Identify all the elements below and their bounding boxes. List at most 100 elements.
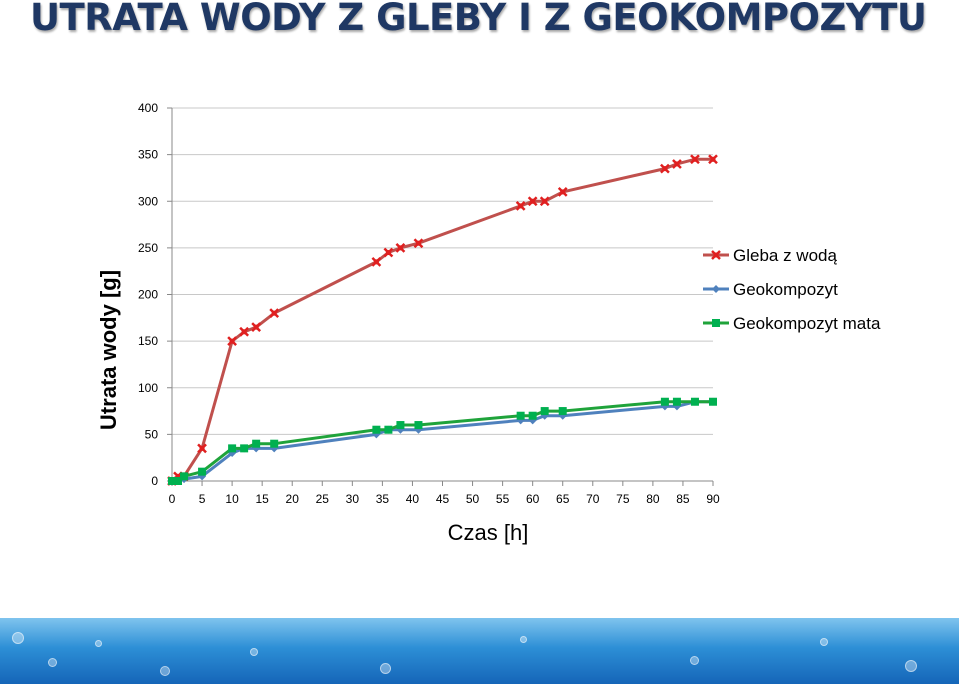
water-drop-icon — [160, 666, 170, 676]
legend-swatch-point — [712, 319, 720, 327]
marker-core — [713, 252, 719, 258]
series-gleba-z-wod — [167, 154, 718, 486]
x-axis-label: Czas [h] — [448, 520, 529, 545]
series-geokompozyt-mata-line — [172, 400, 713, 483]
series-geokompozyt-mata-point — [384, 425, 393, 434]
x-tick-label: 20 — [286, 492, 300, 506]
x-tick-label: 45 — [436, 492, 450, 506]
x-tick-label: 0 — [169, 492, 176, 506]
y-tick-label: 350 — [138, 148, 158, 162]
marker-core — [710, 156, 716, 162]
x-tick-label: 70 — [586, 492, 600, 506]
marker-core — [692, 156, 698, 162]
series-gleba-z-wod-point — [660, 163, 670, 174]
y-tick-label: 150 — [138, 334, 158, 348]
marker-core — [542, 198, 548, 204]
series-geokompozyt-line — [172, 400, 713, 483]
marker-core — [518, 203, 524, 209]
x-tick-label: 40 — [406, 492, 420, 506]
water-drop-icon — [95, 640, 102, 647]
y-tick-labels: 0 50 100 150 200 250 300 350 400 — [138, 101, 158, 488]
series-gleba-z-wod-point — [708, 154, 718, 165]
legend-swatch-point — [711, 250, 721, 260]
series-geokompozyt-mata-point — [372, 425, 381, 434]
water-drop-icon — [520, 636, 527, 643]
marker-core — [199, 445, 205, 451]
x-tick-label: 5 — [199, 492, 206, 506]
legend-label: Gleba z wodą — [733, 246, 837, 265]
legend-label: Geokompozyt — [733, 280, 838, 299]
marker-core — [397, 245, 403, 251]
series-gleba-z-wod-point — [515, 201, 526, 211]
marker-core — [662, 166, 668, 172]
x-tick-label: 15 — [255, 492, 269, 506]
x-tick-label: 85 — [676, 492, 690, 506]
series-gleba-z-wod-line — [171, 157, 713, 483]
x-tick-label: 55 — [496, 492, 510, 506]
y-tick-label: 250 — [138, 241, 158, 255]
x-tick-label: 65 — [556, 492, 570, 506]
water-drop-icon — [820, 638, 828, 646]
series-group — [167, 154, 718, 486]
legend-item: Geokompozyt mata — [703, 314, 881, 333]
water-drop-icon — [380, 663, 391, 674]
series-geokompozyt-mata-point — [396, 421, 405, 430]
series-geokompozyt-mata-point — [180, 472, 189, 481]
series-geokompozyt-mata-point — [270, 439, 279, 448]
series-gleba-z-wod-point — [557, 187, 568, 197]
slide-title: UTRATA WODY Z GLEBY I Z GEOKOMPOZYTU — [30, 0, 927, 39]
x-tick-label: 60 — [526, 492, 540, 506]
series-gleba-z-wod-point — [383, 247, 394, 258]
x-tick-label: 80 — [646, 492, 660, 506]
series-gleba-z-wod-point — [227, 336, 237, 347]
water-drop-icon — [690, 656, 699, 665]
x-tick-label: 10 — [225, 492, 239, 506]
marker-core — [674, 161, 680, 167]
marker-core — [229, 338, 235, 344]
marker-core — [175, 473, 181, 479]
marker-core — [271, 310, 277, 316]
series-geokompozyt-mata-point — [252, 439, 261, 448]
marker-core — [415, 240, 421, 246]
series-gleba-z-wod-point — [251, 322, 262, 333]
y-tick-label: 400 — [138, 101, 158, 115]
marker-core — [241, 329, 247, 335]
series-gleba-z-wod-point — [413, 238, 424, 249]
series-gleba-z-wod-point — [239, 326, 250, 337]
y-tick-label: 100 — [138, 381, 158, 395]
marker-core — [253, 324, 259, 330]
series-geokompozyt-mata-point — [240, 444, 249, 453]
x-tick-label: 75 — [616, 492, 630, 506]
y-tick-label: 200 — [138, 288, 158, 302]
series-geokompozyt-mata-point — [198, 467, 207, 476]
series-geokompozyt-mata-point — [516, 411, 525, 420]
series-gleba-z-wod-point — [672, 159, 682, 169]
series-gleba-z-wod-point — [539, 196, 550, 207]
series-gleba-z-wod-point — [197, 443, 207, 454]
marker-core — [560, 189, 566, 195]
series-geokompozyt-mata-point — [660, 397, 669, 406]
series-gleba-z-wod-point — [690, 154, 700, 165]
series-geokompozyt-mata-point — [528, 411, 537, 420]
series-geokompozyt-mata-point — [709, 397, 717, 406]
grid-lines — [167, 107, 713, 482]
series-gleba-z-wod-point — [527, 196, 538, 207]
series-geokompozyt-mata-point — [690, 397, 699, 406]
series-geokompozyt-mata-point — [174, 477, 183, 485]
y-tick-label: 300 — [138, 194, 158, 208]
series-geokompozyt-mata-point — [672, 397, 681, 406]
series-geokompozyt — [168, 397, 717, 485]
x-tick-label: 90 — [706, 492, 720, 506]
series-gleba-z-wod-point — [269, 308, 280, 319]
series-geokompozyt-mata-point — [414, 421, 423, 430]
water-drop-icon — [48, 658, 57, 667]
legend: Gleba z wodą Geokompozyt Geokompozyt mata — [703, 246, 881, 333]
water-drop-icon — [250, 648, 258, 656]
marker-core — [530, 198, 536, 204]
series-gleba-z-wod-point — [371, 256, 382, 267]
y-tick-label: 50 — [145, 427, 159, 441]
legend-item: Gleba z wodą — [703, 246, 837, 265]
series-geokompozyt-mata-point — [228, 444, 237, 453]
x-tick-labels: 0 5 10 15 20 25 30 35 40 45 50 55 60 65 70 75 80 85 90 — [169, 492, 720, 506]
series-geokompozyt-mata-point — [558, 407, 567, 416]
